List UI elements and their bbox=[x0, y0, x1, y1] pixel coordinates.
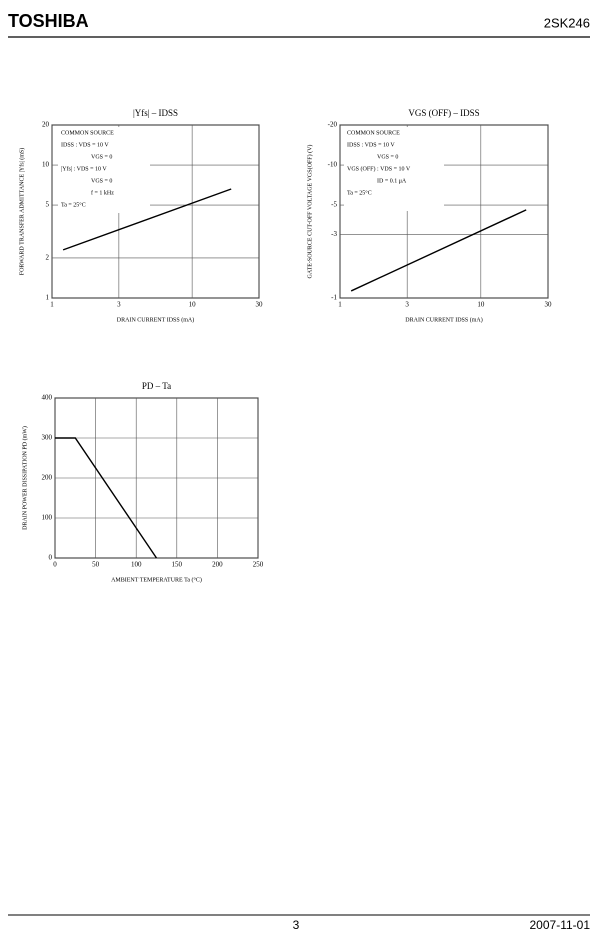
y-axis-label: FORWARD TRANSFER ADMITTANCE |Yfs| (mS) bbox=[18, 148, 25, 276]
x-tick-label: 1 bbox=[50, 301, 54, 309]
x-tick-label: 3 bbox=[117, 301, 121, 309]
y-tick-label: -20 bbox=[328, 121, 338, 129]
page-number: 3 bbox=[293, 918, 300, 932]
x-tick-label: 250 bbox=[253, 561, 264, 569]
annotation: VGS = 0 bbox=[377, 154, 398, 160]
brand: TOSHIBA bbox=[8, 11, 89, 31]
y-axis-label: GATE-SOURCE CUT-OFF VOLTAGE VGS(OFF) (V) bbox=[306, 145, 313, 279]
data-line bbox=[55, 437, 158, 559]
annotation: Ta = 25°C bbox=[61, 201, 86, 208]
x-tick-label: 100 bbox=[131, 561, 142, 569]
x-tick-label: 0 bbox=[53, 561, 57, 569]
x-tick-label: 30 bbox=[545, 301, 553, 309]
x-tick-label: 10 bbox=[189, 301, 197, 309]
annotation-box bbox=[58, 127, 150, 213]
y-tick-label: 400 bbox=[42, 394, 53, 402]
chart-title: VGS (OFF) – IDSS bbox=[408, 108, 479, 118]
annotation: COMMON SOURCE bbox=[347, 130, 400, 136]
x-tick-label: 1 bbox=[338, 301, 342, 309]
x-tick-label: 50 bbox=[92, 561, 100, 569]
annotation: |Yfs| : VDS = 10 V bbox=[61, 165, 107, 172]
data-line bbox=[62, 188, 232, 251]
x-tick-label: 10 bbox=[477, 301, 485, 309]
y-tick-label: 5 bbox=[46, 201, 50, 209]
annotation: Ta = 25°C bbox=[347, 189, 372, 196]
annotation: IDSS : VDS = 10 V bbox=[61, 142, 109, 148]
y-tick-label: -10 bbox=[328, 161, 338, 169]
date: 2007-11-01 bbox=[530, 918, 591, 932]
y-tick-label: -3 bbox=[331, 230, 337, 238]
x-axis-label: AMBIENT TEMPERATURE Ta (°C) bbox=[111, 576, 202, 583]
x-axis-label: DRAIN CURRENT IDSS (mA) bbox=[405, 316, 482, 323]
y-tick-label: 10 bbox=[42, 161, 50, 169]
x-tick-label: 200 bbox=[212, 561, 223, 569]
annotation: COMMON SOURCE bbox=[61, 130, 114, 136]
annotation: VGS = 0 bbox=[91, 178, 112, 184]
y-axis-label: DRAIN POWER DISSIPATION PD (mW) bbox=[21, 426, 28, 530]
y-tick-label: 300 bbox=[42, 434, 53, 442]
y-tick-label: 0 bbox=[49, 554, 53, 562]
y-tick-label: 20 bbox=[42, 121, 50, 129]
chart-title: PD – Ta bbox=[142, 381, 171, 391]
y-tick-label: -5 bbox=[331, 201, 337, 209]
x-axis-label: DRAIN CURRENT IDSS (mA) bbox=[117, 316, 194, 323]
annotation: ID = 0.1 μA bbox=[377, 178, 407, 184]
x-tick-label: 30 bbox=[256, 301, 264, 309]
y-tick-label: 200 bbox=[42, 474, 53, 482]
part-number: 2SK246 bbox=[544, 15, 590, 30]
y-tick-label: 2 bbox=[46, 254, 50, 262]
x-tick-label: 3 bbox=[405, 301, 409, 309]
y-tick-label: 100 bbox=[42, 514, 53, 522]
y-tick-label: -1 bbox=[331, 294, 337, 302]
y-tick-label: 1 bbox=[46, 294, 50, 302]
annotation: VGS (OFF) : VDS = 10 V bbox=[347, 165, 411, 172]
chart-title: |Yfs| – IDSS bbox=[133, 108, 178, 118]
data-line bbox=[350, 209, 527, 292]
x-tick-label: 150 bbox=[172, 561, 183, 569]
annotation: VGS = 0 bbox=[91, 154, 112, 160]
annotation: f = 1 kHz bbox=[91, 189, 114, 196]
annotation: IDSS : VDS = 10 V bbox=[347, 142, 395, 148]
annotation-box bbox=[344, 127, 444, 211]
